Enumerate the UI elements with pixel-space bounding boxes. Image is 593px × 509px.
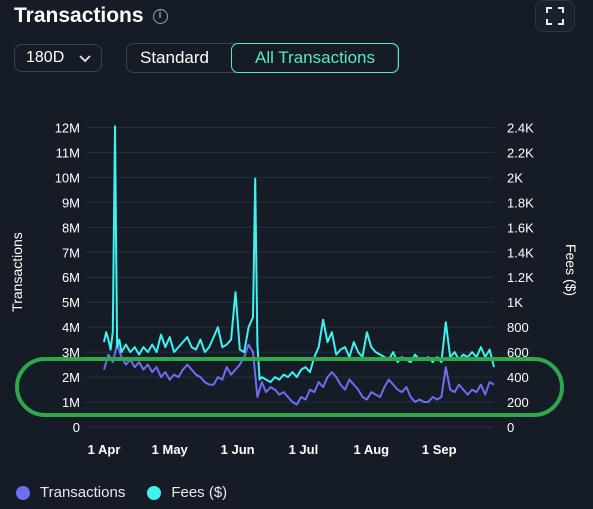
legend-item-transactions[interactable]: Transactions bbox=[16, 484, 125, 501]
y-left-tick-label: 7M bbox=[62, 245, 80, 260]
x-tick-label: 1 Aug bbox=[353, 442, 389, 457]
y-left-tick-label: 11M bbox=[56, 145, 80, 160]
y-right-tick-label: 1.4K bbox=[507, 245, 534, 260]
legend: Transactions Fees ($) bbox=[16, 484, 249, 501]
legend-dot-transactions bbox=[16, 485, 30, 500]
x-tick-label: 1 Sep bbox=[422, 442, 457, 457]
legend-item-fees[interactable]: Fees ($) bbox=[147, 484, 227, 501]
y-right-tick-label: 400 bbox=[507, 370, 529, 385]
x-tick-label: 1 May bbox=[152, 442, 189, 457]
expand-button[interactable] bbox=[535, 0, 575, 32]
y-right-tick-label: 1.6K bbox=[507, 220, 534, 235]
range-select[interactable]: 180D bbox=[14, 44, 102, 72]
y-right-tick-label: 2.4K bbox=[507, 120, 534, 135]
tab-all-transactions[interactable]: All Transactions bbox=[231, 43, 399, 73]
highlight-annotation bbox=[15, 357, 564, 417]
y-right-tick-label: 1.8K bbox=[507, 195, 534, 210]
y-left-tick-label: 0 bbox=[73, 420, 80, 435]
y-right-tick-label: 0 bbox=[507, 420, 514, 435]
y-left-axis-label: Transactions bbox=[9, 232, 25, 312]
y-left-tick-label: 10M bbox=[55, 170, 80, 185]
y-left-tick-label: 5M bbox=[62, 295, 80, 310]
grid-lines bbox=[86, 126, 494, 428]
info-icon[interactable]: i bbox=[152, 8, 168, 24]
legend-dot-fees bbox=[147, 485, 162, 500]
range-select-value: 180D bbox=[26, 49, 65, 66]
y-left-tick-label: 1M bbox=[62, 395, 80, 410]
y-right-tick-label: 600 bbox=[507, 345, 529, 360]
y-right-tick-label: 1.2K bbox=[507, 270, 534, 285]
header: Transactions i bbox=[14, 2, 168, 30]
y-left-tick-label: 8M bbox=[62, 220, 80, 235]
series-line-transactions bbox=[103, 343, 495, 406]
y-right-tick-label: 2.2K bbox=[507, 145, 534, 160]
y-right-tick-label: 200 bbox=[507, 395, 529, 410]
y-left-tick-label: 9M bbox=[62, 195, 80, 210]
y-right-tick-label: 2K bbox=[507, 170, 523, 185]
y-left-tick-label: 4M bbox=[62, 320, 80, 335]
y-right-ticks: 0 200 400 600 800 1K 1.2K 1.4K 1.6K 1.8K 2K 2.2K 2.4… bbox=[507, 120, 534, 435]
x-tick-label: 1 Jun bbox=[221, 442, 255, 457]
chevron-down-icon bbox=[79, 55, 91, 63]
y-right-tick-label: 800 bbox=[507, 320, 529, 335]
y-left-tick-label: 3M bbox=[62, 345, 80, 360]
y-left-tick-label: 12M bbox=[55, 120, 80, 135]
y-left-tick-label: 2M bbox=[62, 370, 80, 385]
y-left-ticks: 0 1M 2M 3M 4M 5M 6M 7M 8M 9M 10M 11M 12M bbox=[55, 120, 80, 435]
series-line-fees bbox=[103, 125, 495, 384]
x-tick-label: 1 Jul bbox=[289, 442, 319, 457]
expand-icon bbox=[546, 7, 564, 25]
x-ticks: 1 Apr 1 May 1 Jun 1 Jul 1 Aug 1 Sep bbox=[88, 442, 457, 457]
view-toggle: Standard All Transactions bbox=[126, 43, 399, 73]
y-left-tick-label: 6M bbox=[62, 270, 80, 285]
legend-label-fees: Fees ($) bbox=[171, 484, 228, 501]
y-right-tick-label: 1K bbox=[507, 295, 523, 310]
tab-standard[interactable]: Standard bbox=[140, 48, 209, 67]
x-tick-label: 1 Apr bbox=[88, 442, 121, 457]
page-title: Transactions bbox=[14, 4, 144, 27]
y-right-axis-label: Fees ($) bbox=[563, 244, 579, 296]
legend-label-transactions: Transactions bbox=[40, 484, 126, 501]
